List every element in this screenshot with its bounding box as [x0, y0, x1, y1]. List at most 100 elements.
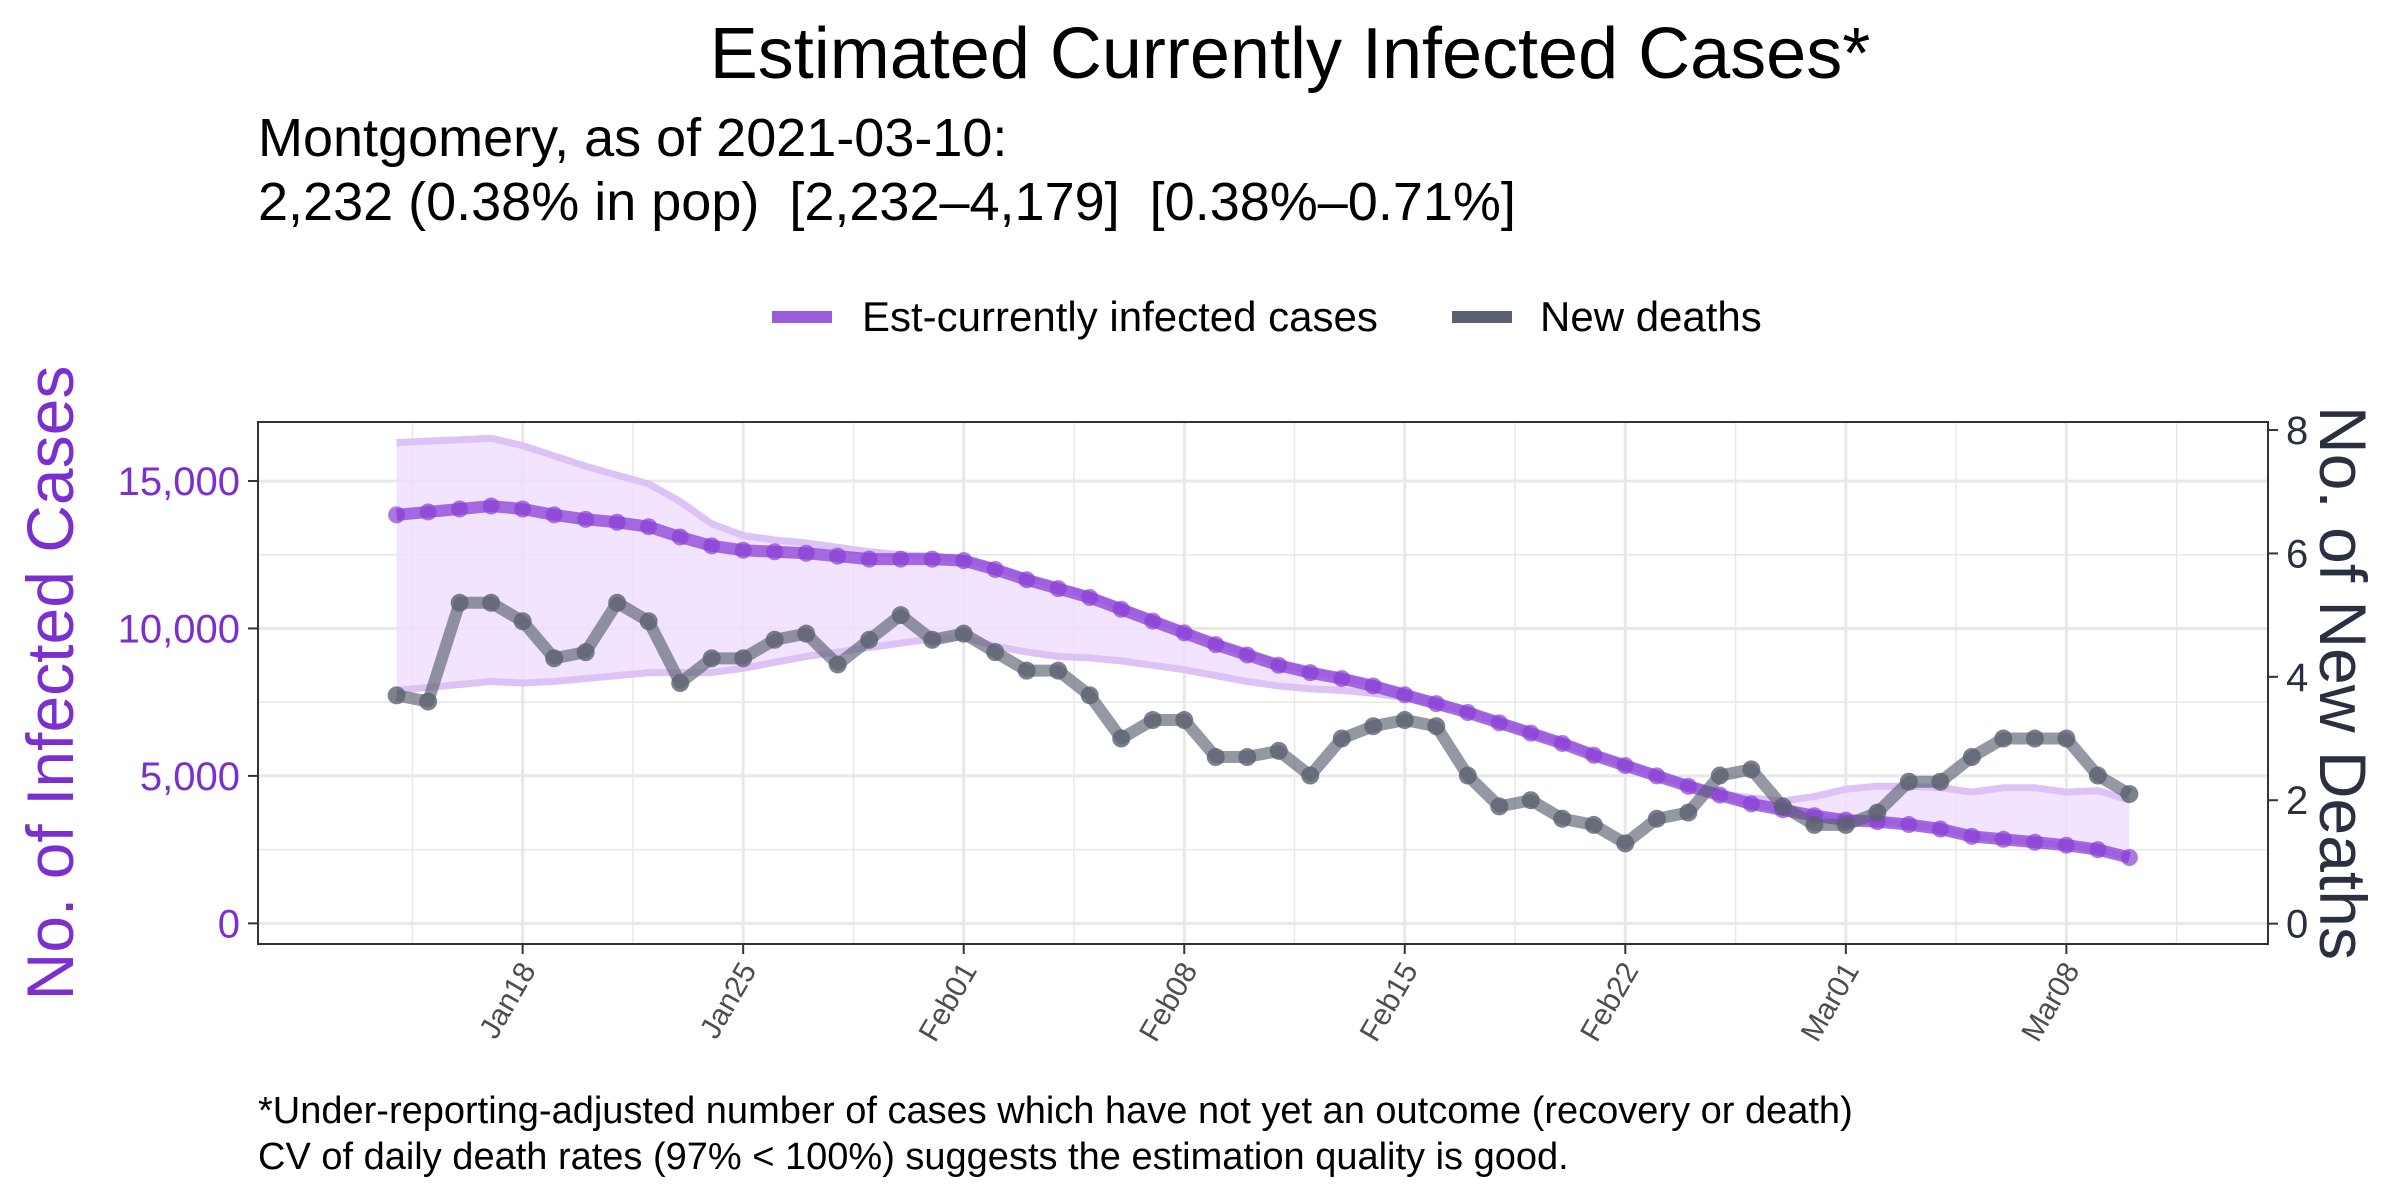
cases-point — [1585, 746, 1603, 764]
left-tick-label: 0 — [218, 902, 240, 946]
right-axis: 0 2 4 6 8 — [2268, 409, 2308, 947]
deaths-point — [2057, 729, 2076, 748]
cases-point — [640, 518, 658, 536]
cases-point — [955, 552, 973, 570]
right-tick-label: 8 — [2286, 409, 2308, 453]
deaths-point — [1427, 717, 1446, 736]
cases-point — [1553, 734, 1571, 752]
deaths-point — [1773, 797, 1792, 816]
cases-point — [545, 506, 563, 524]
deaths-point — [1962, 748, 1981, 767]
deaths-point — [450, 593, 469, 612]
cases-point — [1238, 646, 1256, 664]
deaths-point — [576, 643, 595, 662]
cases-point — [1270, 656, 1288, 674]
deaths-point — [1238, 748, 1257, 767]
deaths-point — [1175, 711, 1194, 730]
cases-point — [1742, 795, 1760, 813]
right-tick-label: 4 — [2286, 656, 2308, 700]
deaths-point — [954, 624, 973, 643]
x-tick-label: Jan18 — [473, 957, 542, 1044]
cases-point — [1490, 714, 1508, 732]
x-tick-label: Feb01 — [913, 957, 984, 1047]
deaths-point — [2120, 785, 2139, 804]
footnote-line-1: *Under-reporting-adjusted number of case… — [258, 1090, 1853, 1132]
cases-point — [892, 550, 910, 568]
cases-point — [1364, 677, 1382, 695]
deaths-point — [513, 612, 532, 631]
cases-point — [608, 513, 626, 531]
deaths-point — [1868, 803, 1887, 822]
cases-point — [2057, 836, 2075, 854]
plot-panel-border — [257, 421, 2269, 945]
cases-point — [1049, 580, 1067, 598]
deaths-point — [734, 649, 753, 668]
footnote-line-2: CV of daily death rates (97% < 100%) sug… — [258, 1136, 1569, 1178]
deaths-point — [1112, 729, 1131, 748]
legend-label-deaths: New deaths — [1540, 293, 1762, 340]
deaths-point — [2088, 766, 2107, 785]
right-tick-label: 0 — [2286, 903, 2308, 947]
legend-label-cases: Est-currently infected cases — [862, 293, 1378, 340]
cases-point — [514, 500, 532, 518]
cases-point — [1711, 786, 1729, 804]
cases-point — [797, 544, 815, 562]
cases-point — [1144, 612, 1162, 630]
deaths-point — [1836, 815, 1855, 834]
band-area — [396, 438, 2130, 858]
deaths-point — [891, 606, 910, 625]
deaths-point — [2025, 729, 2044, 748]
cases-point — [703, 537, 721, 555]
deaths-point — [1521, 791, 1540, 810]
deaths-point — [702, 649, 721, 668]
deaths-point — [1364, 717, 1383, 736]
cases-point — [1427, 695, 1445, 713]
cases-point — [577, 510, 595, 528]
x-tick-label: Mar01 — [1795, 957, 1866, 1047]
x-axis: Jan18 Jan25 Feb01 Feb08 Feb15 Feb22 Mar01 Mar08 — [473, 944, 2086, 1047]
deaths-point — [1049, 661, 1068, 680]
cases-point — [1207, 636, 1225, 654]
cases-point — [1459, 703, 1477, 721]
chart-subtitle: Montgomery, as of 2021-03-10: 2,232 (0.3… — [258, 106, 1516, 234]
cases-point — [1081, 588, 1099, 606]
deaths-point — [608, 593, 627, 612]
cases-point — [766, 543, 784, 561]
cases-point — [2026, 833, 2044, 851]
cases-point — [1648, 767, 1666, 785]
deaths-point — [671, 674, 690, 692]
cases-point — [388, 506, 406, 524]
deaths-point — [986, 643, 1005, 662]
deaths-point — [765, 630, 784, 649]
deaths-point — [1616, 834, 1635, 853]
left-axis-title: No. of Infected Cases — [13, 366, 87, 1001]
cases-point — [1333, 670, 1351, 688]
cases-point — [1301, 664, 1319, 682]
deaths-point — [1269, 741, 1288, 760]
deaths-point — [387, 686, 406, 705]
cases-point — [1931, 820, 1949, 838]
deaths-point — [639, 612, 658, 631]
deaths-point — [1143, 711, 1162, 730]
cases-point — [419, 503, 437, 521]
cases-point — [2089, 841, 2107, 859]
deaths-point — [1490, 797, 1509, 816]
cases-point — [1018, 571, 1036, 589]
left-tick-label: 10,000 — [118, 607, 240, 651]
chart-title: Estimated Currently Infected Cases* — [709, 14, 1871, 94]
deaths-point — [1805, 815, 1824, 834]
right-axis-title: No. of New Deaths — [2306, 406, 2380, 960]
deaths-point — [1931, 772, 1950, 791]
x-tick-label: Jan25 — [694, 957, 763, 1044]
deaths-point — [1395, 711, 1414, 730]
deaths-point — [797, 624, 816, 643]
cases-point — [1616, 757, 1634, 775]
x-tick-label: Mar08 — [2015, 957, 2086, 1047]
deaths-point — [545, 649, 564, 668]
cases-point — [1679, 777, 1697, 795]
right-tick-label: 6 — [2286, 532, 2308, 576]
cases-point — [1522, 724, 1540, 742]
deaths-point — [1206, 748, 1225, 767]
cases-point — [829, 547, 847, 565]
cases-point — [671, 528, 689, 546]
